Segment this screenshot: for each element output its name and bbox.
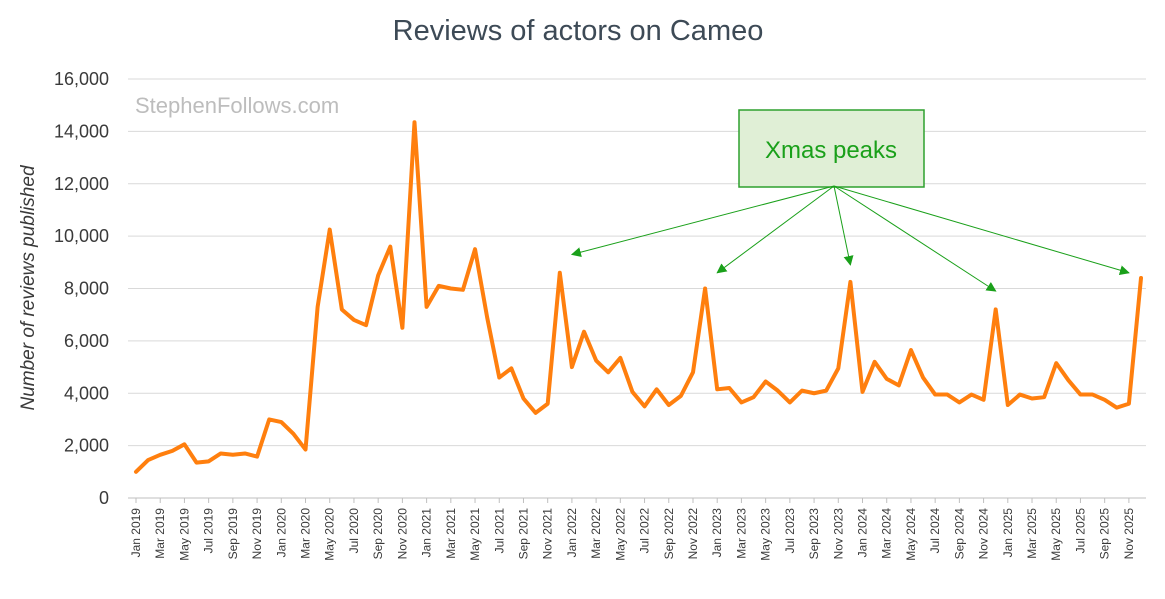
annotation-arrow: [833, 185, 997, 292]
x-tick-label: Sep 2024: [952, 508, 966, 560]
x-tick-label: Jan 2020: [274, 508, 288, 558]
x-tick-label: Mar 2023: [734, 508, 748, 559]
annotation-arrow: [833, 185, 1130, 276]
x-tick-label: Mar 2019: [153, 508, 167, 559]
gridlines: [128, 78, 1146, 499]
y-axis-label: Number of reviews published: [18, 164, 39, 410]
annotation-arrow: [570, 185, 835, 258]
series-layer: [134, 120, 1143, 474]
x-tick-label: Sep 2021: [516, 508, 530, 560]
series-line-reviews: [134, 120, 1143, 474]
x-tick-label: Jan 2025: [1001, 508, 1015, 558]
y-tick-label: 2,000: [64, 436, 109, 456]
x-tick-label: Sep 2023: [807, 508, 821, 560]
y-tick-label: 16,000: [54, 69, 109, 89]
annotation-arrow: [833, 185, 854, 266]
x-tick-label: Jan 2024: [856, 508, 870, 558]
x-tick-label: Mar 2020: [299, 508, 313, 559]
annotation: Xmas peaks: [570, 109, 1130, 292]
x-tick-label: Jul 2021: [492, 508, 506, 554]
x-tick-label: Jan 2023: [710, 508, 724, 558]
y-tick-label: 10,000: [54, 226, 109, 246]
chart-title: Reviews of actors on Cameo: [393, 15, 764, 47]
x-tick-label: Nov 2025: [1122, 508, 1136, 560]
x-tick-label: May 2020: [323, 508, 337, 561]
x-tick-label: Jul 2020: [347, 508, 361, 554]
y-axis-ticks: 0 2,000 4,000 6,000 8,000 10,000 12,000 14,000 1…: [54, 69, 109, 508]
x-tick-label: Jan 2022: [565, 508, 579, 558]
x-tick-label: Jul 2024: [928, 508, 942, 554]
x-tick-label: Jan 2019: [129, 508, 143, 558]
y-tick-label: 6,000: [64, 331, 109, 351]
x-tick-label: Mar 2021: [444, 508, 458, 559]
x-tick-label: May 2021: [468, 508, 482, 561]
x-tick-label: May 2024: [904, 508, 918, 561]
x-tick-label: Sep 2022: [662, 508, 676, 560]
x-axis-ticks: Jan 2019 Mar 2019 May 2019 Jul 2019 Sep 2019…: [129, 498, 1136, 561]
x-tick-label: Nov 2024: [977, 508, 991, 560]
x-tick-label: May 2022: [613, 508, 627, 561]
annotation-label: Xmas peaks: [765, 137, 897, 164]
y-tick-label: 0: [99, 488, 109, 508]
x-tick-label: Mar 2024: [880, 508, 894, 559]
x-tick-label: Nov 2023: [831, 508, 845, 560]
x-tick-label: Jan 2021: [420, 508, 434, 558]
x-tick-label: May 2019: [177, 508, 191, 561]
x-tick-label: May 2025: [1049, 508, 1063, 561]
x-tick-label: Sep 2020: [371, 508, 385, 560]
x-tick-label: Mar 2022: [589, 508, 603, 559]
x-tick-label: Nov 2019: [250, 508, 264, 560]
x-tick-label: Jul 2025: [1073, 508, 1087, 554]
x-tick-label: Jul 2022: [638, 508, 652, 554]
x-tick-label: Sep 2019: [226, 508, 240, 560]
y-tick-label: 8,000: [64, 279, 109, 299]
x-tick-label: Sep 2025: [1098, 508, 1112, 560]
x-tick-label: May 2023: [759, 508, 773, 561]
y-tick-label: 4,000: [64, 383, 109, 403]
x-tick-label: Mar 2025: [1025, 508, 1039, 559]
x-tick-label: Nov 2020: [395, 508, 409, 560]
annotation-box: [738, 109, 925, 188]
x-tick-label: Jul 2023: [783, 508, 797, 554]
x-tick-label: Jul 2019: [202, 508, 216, 554]
x-tick-label: Nov 2022: [686, 508, 700, 560]
annotation-arrow: [716, 185, 835, 274]
x-tick-label: Nov 2021: [541, 508, 555, 560]
watermark: StephenFollows.com: [135, 93, 339, 118]
y-tick-label: 12,000: [54, 174, 109, 194]
y-tick-label: 14,000: [54, 121, 109, 141]
